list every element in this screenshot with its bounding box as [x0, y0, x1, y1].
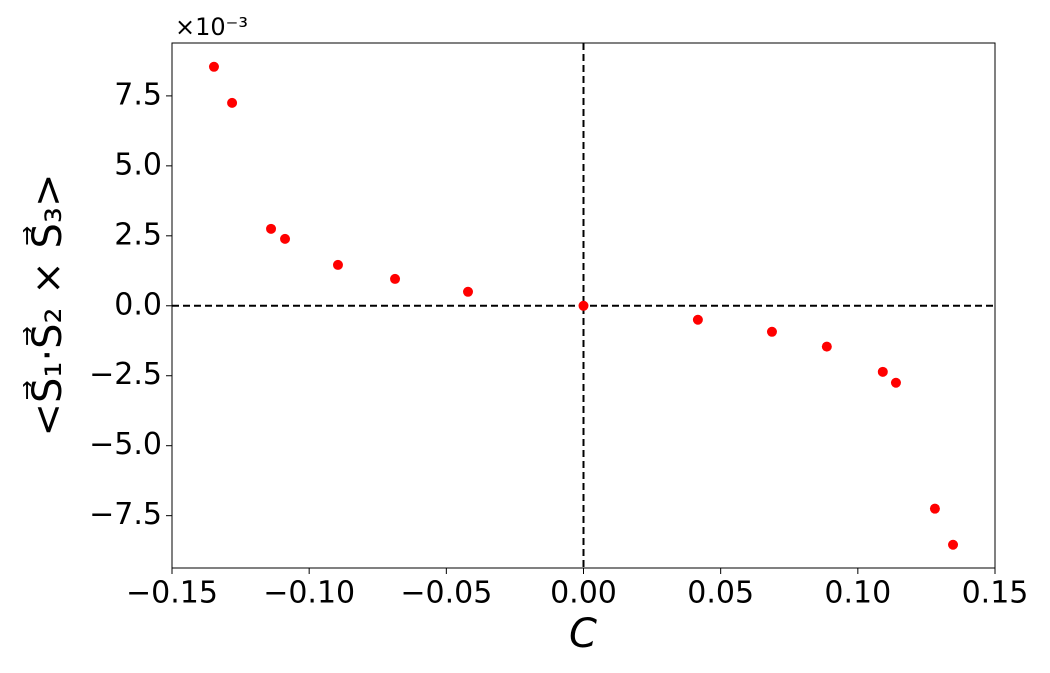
- point: [948, 539, 959, 550]
- plot-frame: [171, 42, 996, 569]
- point: [227, 97, 238, 108]
- point: [890, 377, 901, 388]
- point: [766, 326, 777, 337]
- point: [578, 300, 589, 311]
- point: [390, 273, 401, 284]
- y-offset-label: ×10⁻³: [175, 13, 248, 41]
- point: [821, 341, 832, 352]
- point: [332, 259, 343, 270]
- x-tick-label: −0.15: [126, 576, 218, 611]
- y-tick-label: 2.5: [114, 217, 162, 252]
- y-tick-label: 5.0: [114, 147, 162, 182]
- x-tick-label: 0.15: [962, 576, 1029, 611]
- x-tick-label: −0.10: [263, 576, 355, 611]
- point: [692, 314, 703, 325]
- y-tick-label: −2.5: [89, 357, 162, 392]
- y-axis-label: <S⃗₁·S⃗₂ × S⃗₃>: [23, 174, 71, 437]
- x-tick-label: 0.10: [824, 576, 891, 611]
- y-tick-label: −7.5: [89, 497, 162, 532]
- point: [208, 61, 219, 72]
- point: [463, 286, 474, 297]
- point: [280, 233, 291, 244]
- y-tick-label: 7.5: [114, 77, 162, 112]
- point: [266, 223, 277, 234]
- y-tick-label: 0.0: [114, 287, 162, 322]
- point: [929, 503, 940, 514]
- x-tick-label: −0.05: [400, 576, 492, 611]
- x-tick-label: 0.05: [687, 576, 754, 611]
- x-axis-label: C: [569, 611, 597, 657]
- y-tick-label: −5.0: [89, 427, 162, 462]
- point: [877, 366, 888, 377]
- x-tick-label: 0.00: [550, 576, 617, 611]
